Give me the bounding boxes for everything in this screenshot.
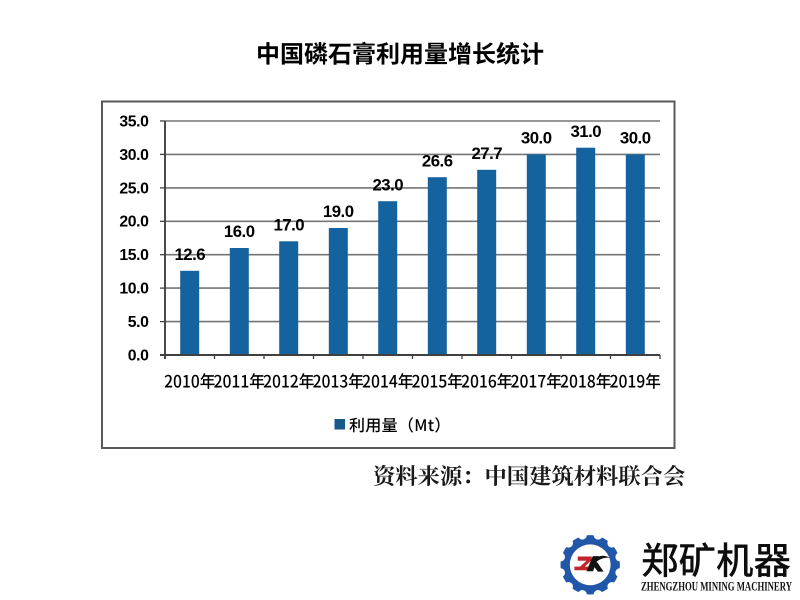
- svg-text:16.0: 16.0: [224, 222, 255, 241]
- svg-text:31.0: 31.0: [570, 122, 601, 141]
- svg-text:10.0: 10.0: [119, 281, 149, 298]
- svg-text:30.0: 30.0: [521, 129, 552, 148]
- svg-text:26.6: 26.6: [422, 151, 453, 170]
- svg-text:23.0: 23.0: [372, 175, 403, 194]
- svg-text:25.0: 25.0: [119, 180, 149, 197]
- svg-text:15.0: 15.0: [119, 247, 149, 264]
- svg-text:20.0: 20.0: [119, 214, 149, 231]
- svg-text:0.0: 0.0: [128, 347, 149, 364]
- svg-text:ZHENGZHOU MINING MACHINERY: ZHENGZHOU MINING MACHINERY: [641, 580, 792, 594]
- svg-text:27.7: 27.7: [471, 144, 502, 163]
- svg-text:30.0: 30.0: [119, 147, 149, 164]
- svg-text:17.0: 17.0: [273, 216, 304, 235]
- svg-text:30.0: 30.0: [620, 129, 651, 148]
- svg-text:12.6: 12.6: [174, 245, 205, 264]
- svg-text:35.0: 35.0: [119, 113, 149, 130]
- svg-text:5.0: 5.0: [128, 314, 149, 331]
- svg-text:19.0: 19.0: [323, 202, 354, 221]
